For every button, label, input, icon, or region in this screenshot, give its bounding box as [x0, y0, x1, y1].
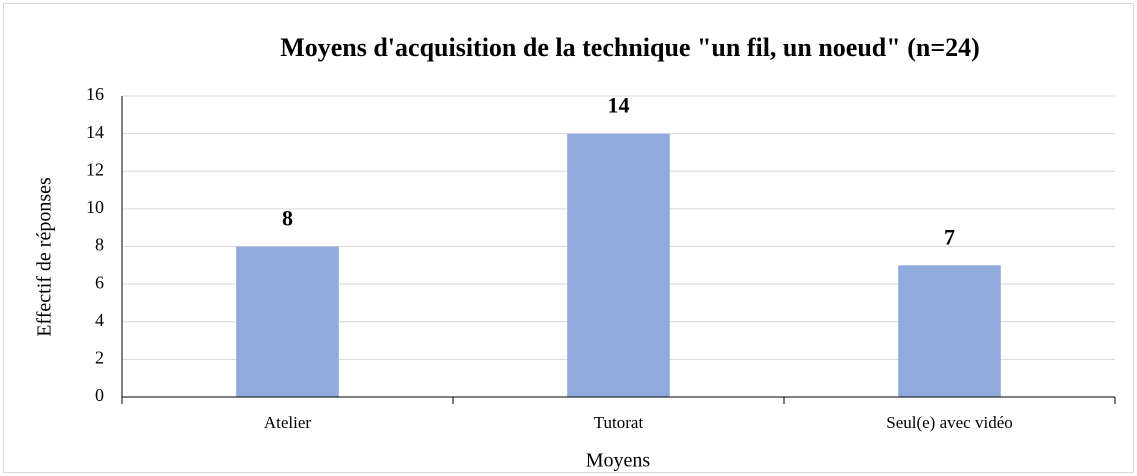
- x-tick-label: Atelier: [264, 413, 312, 432]
- y-tick-label: 0: [95, 385, 104, 405]
- x-tick-label: Seul(e) avec vidéo: [886, 413, 1013, 432]
- y-tick-label: 12: [86, 159, 104, 179]
- bar: [567, 133, 670, 397]
- y-tick-label: 6: [95, 272, 104, 292]
- data-label: 7: [944, 224, 955, 249]
- y-axis-title: Effectif de réponses: [34, 177, 56, 337]
- x-tick-label: Tutorat: [594, 413, 644, 432]
- data-label: 14: [608, 93, 630, 118]
- y-tick-label: 2: [95, 348, 104, 368]
- y-tick-label: 4: [95, 310, 104, 330]
- data-label: 8: [282, 206, 293, 231]
- y-tick-label: 16: [86, 84, 104, 104]
- y-tick-label: 14: [86, 122, 104, 142]
- y-tick-label: 10: [86, 197, 104, 217]
- bar: [898, 265, 1001, 397]
- bar: [236, 246, 339, 397]
- y-tick-label: 8: [95, 235, 104, 255]
- chart-title: Moyens d'acquisition de la technique "un…: [280, 33, 980, 62]
- x-axis-title: Moyens: [586, 450, 651, 472]
